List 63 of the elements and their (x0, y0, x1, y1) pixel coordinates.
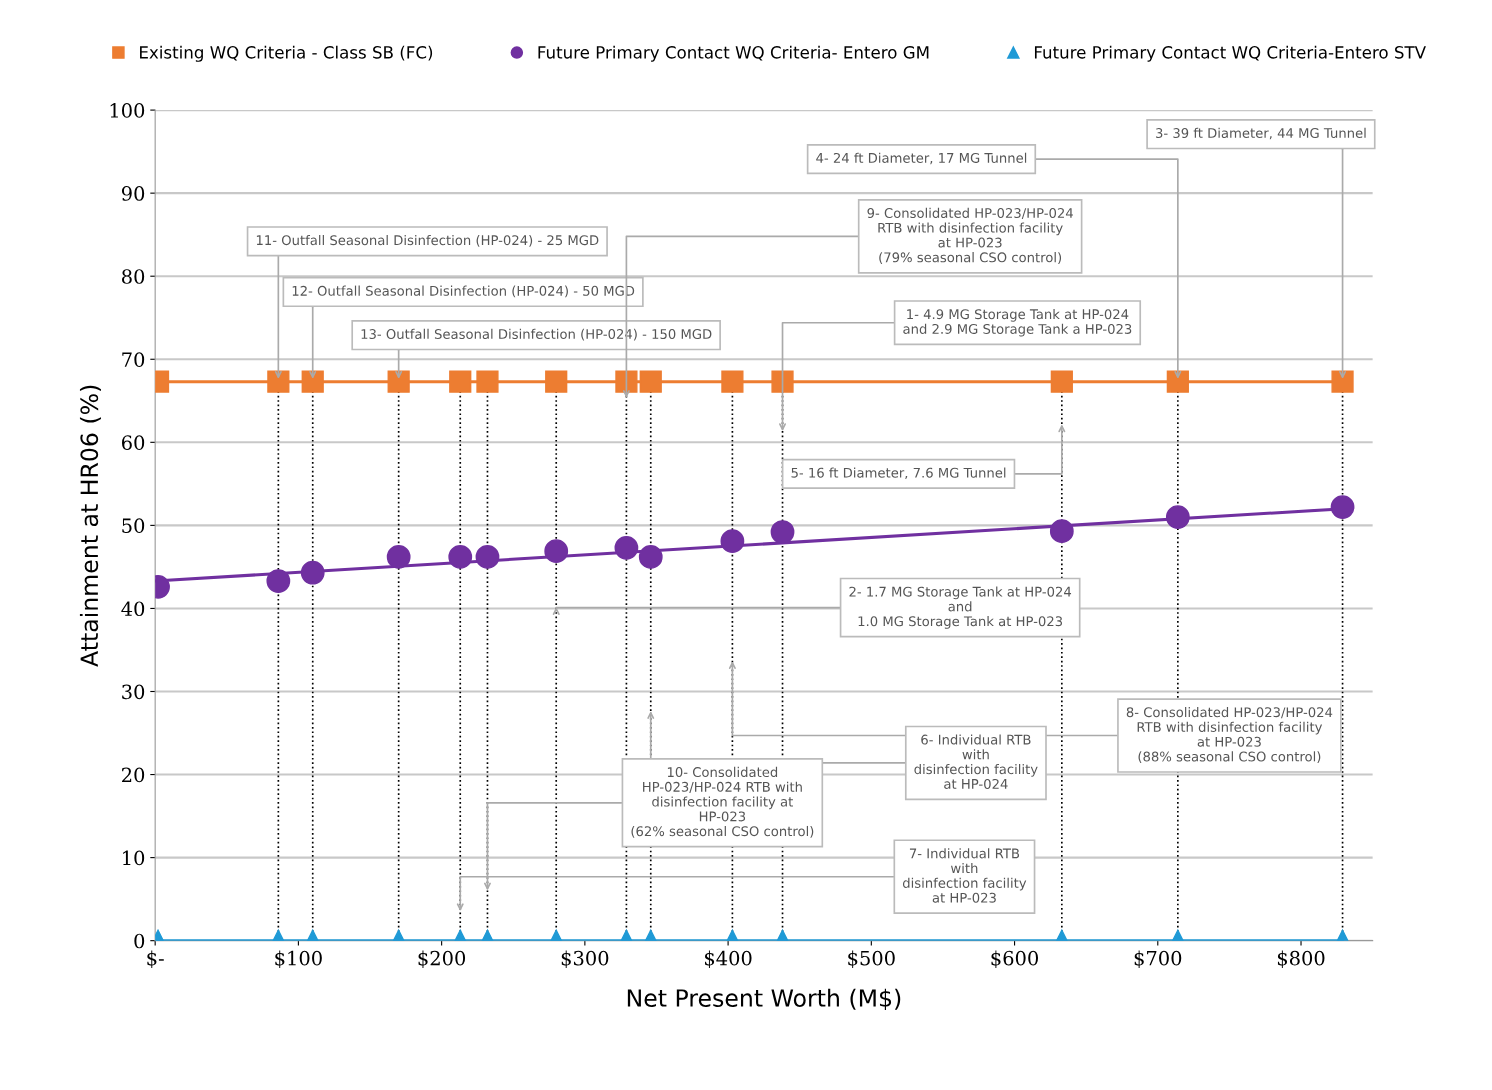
annotation: 10- Consolidated HP-023/HP-024 RTB with disinfection facility at HP-023 (62% seasonal CSO control) (631, 766, 814, 838)
annotation: 9- Consolidated HP-023/HP-024 RTB with disinfection facility at HP-023 (79% seasonal CSO control) (867, 207, 1073, 264)
annotation: 11- Outfall Seasonal Disinfection (HP-024) - 25 MGD (256, 234, 599, 247)
point (639, 370, 662, 393)
y-tick-label: 100 (110, 103, 145, 118)
y-tick-label: 70 (122, 352, 145, 367)
point (720, 529, 745, 554)
annotation: 2- 1.7 MG Storage Tank at HP-024 and 1.0 MG Storage Tank at HP-023 (849, 586, 1072, 629)
point (544, 539, 569, 564)
point (1049, 519, 1074, 544)
annotation: 7- Individual RTB with disinfection facility at HP-023 (902, 848, 1027, 903)
point (1166, 370, 1189, 393)
x-tick-label: $- (147, 950, 164, 969)
x-tick-label: $500 (848, 950, 895, 969)
point (638, 545, 663, 569)
annotation: 4- 24 ft Diameter, 17 MG Tunnel (816, 152, 1027, 165)
point (615, 370, 638, 393)
point (545, 370, 568, 393)
annotation: 5- 16 ft Diameter, 7.6 MG Tunnel (791, 467, 1006, 480)
x-tick-label: $400 (705, 950, 752, 969)
x-tick-label: $700 (1134, 950, 1182, 969)
y-tick-label: 10 (123, 850, 145, 866)
point (448, 545, 473, 569)
point (301, 370, 324, 393)
x-tick-label: $800 (1277, 950, 1325, 969)
point (1330, 495, 1355, 519)
point (475, 545, 500, 569)
point (1050, 370, 1073, 393)
y-tick-label: 50 (122, 518, 145, 534)
point (386, 545, 411, 569)
y-tick-label: 90 (121, 186, 145, 201)
y-tick-label: 20 (122, 767, 145, 783)
x-tick-label: $200 (418, 950, 466, 969)
annotation: 3- 39 ft Diameter, 44 MG Tunnel (1156, 127, 1366, 140)
point (476, 370, 499, 393)
x-tick-label: $300 (561, 950, 609, 969)
y-tick-label: 40 (121, 601, 145, 617)
x-tick-label: $100 (275, 950, 322, 969)
annotation: 1- 4.9 MG Storage Tank at HP-024 and 2.9 MG Storage Tank a HP-023 (903, 308, 1132, 337)
point (387, 370, 410, 393)
y-tick-label: 80 (122, 269, 145, 284)
x-axis-title: Net Present Worth (M$) (627, 988, 901, 1011)
point (267, 370, 290, 393)
legend-label: Future Primary Contact WQ Criteria- Entero GM (538, 45, 929, 62)
y-axis-title: Attainment at HR06 (%) (79, 385, 101, 667)
point (614, 535, 639, 560)
y-tick-label: 0 (134, 933, 145, 949)
point (300, 560, 325, 585)
y-tick-label: 60 (122, 435, 145, 450)
point (266, 569, 291, 593)
point (771, 370, 794, 393)
point (721, 370, 744, 393)
legend-label: Existing WQ Criteria - Class SB (FC) (140, 45, 433, 62)
annotation: 8- Consolidated HP-023/HP-024 RTB with disinfection facility at HP-023 (88% seasonal CSO control) (1126, 706, 1333, 764)
point (770, 520, 795, 544)
annotation: 6- Individual RTB with disinfection facility at HP-024 (914, 734, 1038, 789)
point (449, 370, 472, 393)
annotation: 13- Outfall Seasonal Disinfection (HP-024) - 150 MGD (361, 328, 712, 341)
point (1165, 505, 1190, 529)
legend-label: Future Primary Contact WQ Criteria-Entero STV (1034, 45, 1426, 62)
point (1331, 370, 1354, 393)
y-tick-label: 30 (122, 684, 145, 700)
x-tick-label: $600 (991, 950, 1039, 969)
